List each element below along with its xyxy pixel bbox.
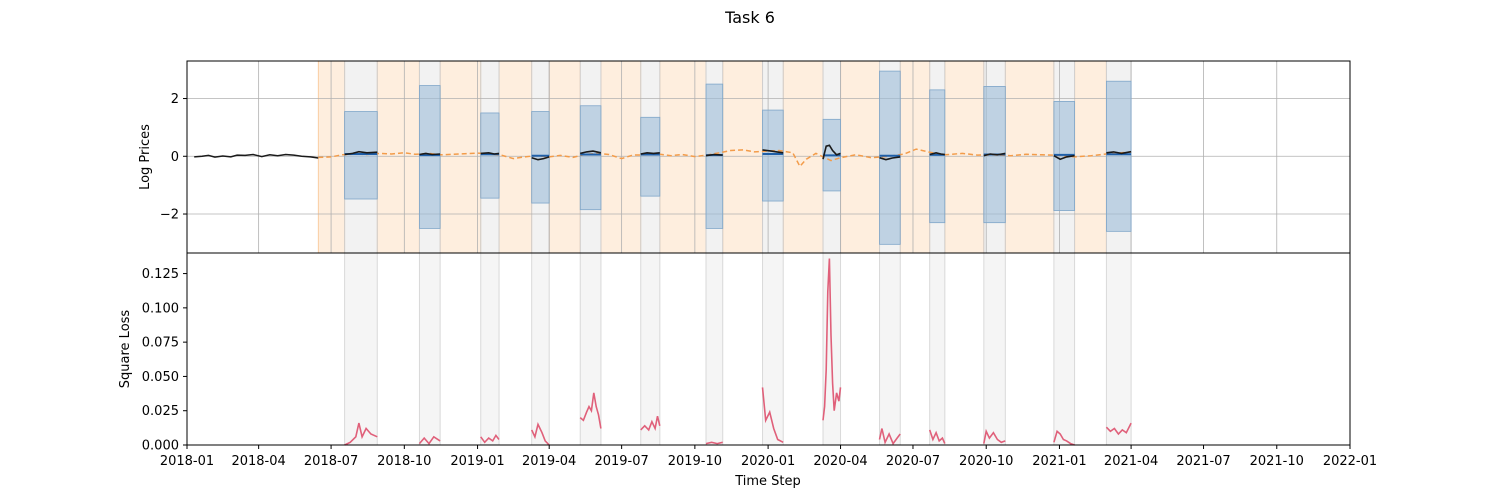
- loss-line: [640, 416, 661, 432]
- x-tick-label: 2018-04: [231, 454, 285, 469]
- y-tick-label: −2: [160, 208, 179, 223]
- eval-region: [1053, 252, 1076, 446]
- y-tick-label: 0.000: [142, 439, 179, 454]
- eval-region: [879, 252, 901, 446]
- y-tick-label: 2: [171, 92, 179, 107]
- forecast-region: [944, 60, 985, 254]
- actual-line: [1053, 154, 1075, 161]
- y-tick-label: 0.075: [142, 336, 179, 351]
- loss-line: [928, 429, 946, 444]
- top-y-ticks: −2 0 2: [160, 92, 187, 223]
- bottom-series: [344, 258, 1132, 446]
- actual-line: [879, 156, 901, 161]
- eval-region: [929, 252, 946, 446]
- loss-line: [480, 433, 500, 444]
- loss-line: [761, 387, 784, 444]
- prediction-interval: [929, 89, 946, 224]
- actual-line: [822, 144, 841, 160]
- forecast-region: [899, 60, 931, 254]
- x-tick-label: 2019-10: [668, 454, 722, 469]
- x-tick-label: 2020-04: [813, 454, 867, 469]
- forecast-region: [659, 60, 707, 254]
- prediction-interval: [579, 105, 602, 211]
- x-tick-label: 2020-10: [959, 454, 1013, 469]
- y-tick-label: 0.025: [142, 404, 179, 419]
- x-ticks: 2018-01 2018-04 2018-07 2018-10 2019-01 2019-…: [160, 445, 1377, 469]
- x-tick-label: 2021-01: [1032, 454, 1086, 469]
- eval-region: [344, 252, 378, 446]
- y-tick-label: 0.100: [142, 301, 179, 316]
- prediction-interval: [1106, 80, 1132, 232]
- x-tick-label: 2020-01: [741, 454, 795, 469]
- actual-line: [344, 150, 378, 156]
- actual-line: [419, 152, 441, 156]
- actual-line: [762, 149, 784, 154]
- prediction-interval: [762, 109, 784, 202]
- top-panel: −2 0 2 Log Prices: [138, 60, 1351, 254]
- loss-line: [530, 422, 550, 446]
- actual-line: [480, 151, 500, 155]
- eval-region: [480, 252, 500, 446]
- x-tick-label: 2021-04: [1104, 454, 1158, 469]
- x-axis-label: Time Step: [734, 474, 801, 489]
- prediction-interval: [344, 111, 378, 200]
- loss-line: [1105, 422, 1132, 436]
- loss-line: [705, 441, 723, 445]
- x-tick-label: 2020-07: [886, 454, 940, 469]
- x-tick-label: 2019-01: [450, 454, 504, 469]
- eval-region: [705, 252, 724, 446]
- eval-region: [1105, 252, 1132, 446]
- actual-line: [1106, 150, 1132, 155]
- x-tick-label: 2018-07: [304, 454, 358, 469]
- prediction-interval: [640, 116, 661, 197]
- figure-title: Task 6: [724, 8, 775, 27]
- forecast-region: [782, 60, 824, 254]
- prediction-interval: [480, 112, 500, 199]
- loss-line: [344, 422, 378, 446]
- loss-line: [822, 258, 842, 421]
- top-y-axis-label: Log Prices: [138, 124, 153, 190]
- forecast-region: [600, 60, 642, 254]
- x-tick-label: 2019-04: [522, 454, 576, 469]
- top-series: [194, 70, 1132, 245]
- x-tick-label: 2022-01: [1323, 454, 1377, 469]
- y-tick-label: 0: [171, 150, 179, 165]
- actual-line: [705, 153, 723, 157]
- actual-line: [983, 152, 1006, 157]
- eval-region: [983, 252, 1006, 446]
- prediction-interval: [705, 83, 724, 229]
- loss-line: [418, 435, 441, 445]
- x-tick-label: 2021-07: [1176, 454, 1230, 469]
- forecast-line: [318, 148, 1132, 168]
- bottom-y-axis-label: Square Loss: [118, 310, 133, 389]
- history-line: [194, 153, 319, 159]
- actual-line: [580, 150, 602, 155]
- y-tick-label: 0.050: [142, 370, 179, 385]
- y-tick-label: 0.125: [142, 267, 179, 282]
- forecast-region: [439, 60, 482, 254]
- x-tick-label: 2018-01: [160, 454, 214, 469]
- eval-region: [531, 252, 550, 446]
- bottom-background-regions: [344, 252, 1132, 446]
- loss-line: [1053, 429, 1075, 446]
- actual-line: [640, 151, 660, 155]
- bottom-y-ticks: 0.000 0.025 0.050 0.075 0.100 0.125: [142, 267, 187, 454]
- x-tick-label: 2018-10: [377, 454, 431, 469]
- forecast-region: [1004, 60, 1055, 254]
- forecast-region: [376, 60, 420, 254]
- actual-line: [531, 156, 550, 161]
- eval-region: [579, 252, 602, 446]
- loss-line: [579, 392, 602, 429]
- loss-line: [878, 428, 901, 446]
- loss-line: [983, 428, 1006, 444]
- forecast-region: [1074, 60, 1107, 254]
- x-tick-label: 2019-07: [594, 454, 648, 469]
- eval-region: [418, 252, 441, 446]
- x-tick-label: 2021-10: [1250, 454, 1304, 469]
- prediction-interval: [419, 85, 441, 229]
- forecast-region: [722, 60, 764, 254]
- actual-line: [929, 151, 945, 156]
